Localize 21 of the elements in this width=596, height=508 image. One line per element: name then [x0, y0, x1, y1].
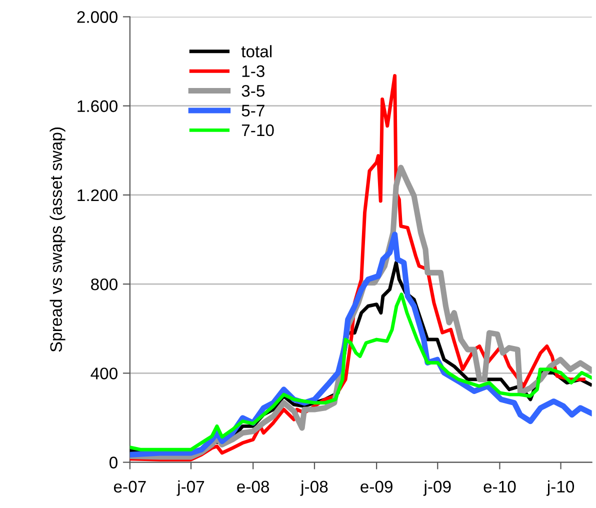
x-tick-label: e-08	[237, 480, 270, 493]
x-tick-label: j-07	[176, 480, 204, 496]
y-tick-label: 400	[90, 368, 118, 380]
legend-label: 5-7	[242, 104, 264, 116]
y-tick-label: 1.200	[78, 189, 118, 202]
y-tick-label: 800	[91, 278, 118, 290]
line-series	[130, 292, 592, 452]
legend-label: 1-3	[242, 65, 264, 78]
x-tick-label: j-08	[300, 480, 328, 496]
x-tick-label: j-09	[423, 480, 451, 496]
y-tick-label: 2.000	[77, 11, 118, 23]
legend-label: total	[241, 45, 272, 58]
y-axis-title: Spread vs swaps (asset swap)	[50, 128, 66, 352]
x-tick-label: e-09	[360, 480, 392, 493]
x-tick-label: e-07	[114, 480, 146, 493]
legend-label: 7-10	[242, 124, 274, 136]
y-tick-label: 0	[110, 456, 118, 468]
y-tick-label: 1.600	[78, 100, 118, 112]
legend-label: 3-5	[242, 84, 265, 97]
x-tick-label: j-10	[546, 480, 574, 496]
x-tick-label: e-10	[484, 480, 516, 493]
